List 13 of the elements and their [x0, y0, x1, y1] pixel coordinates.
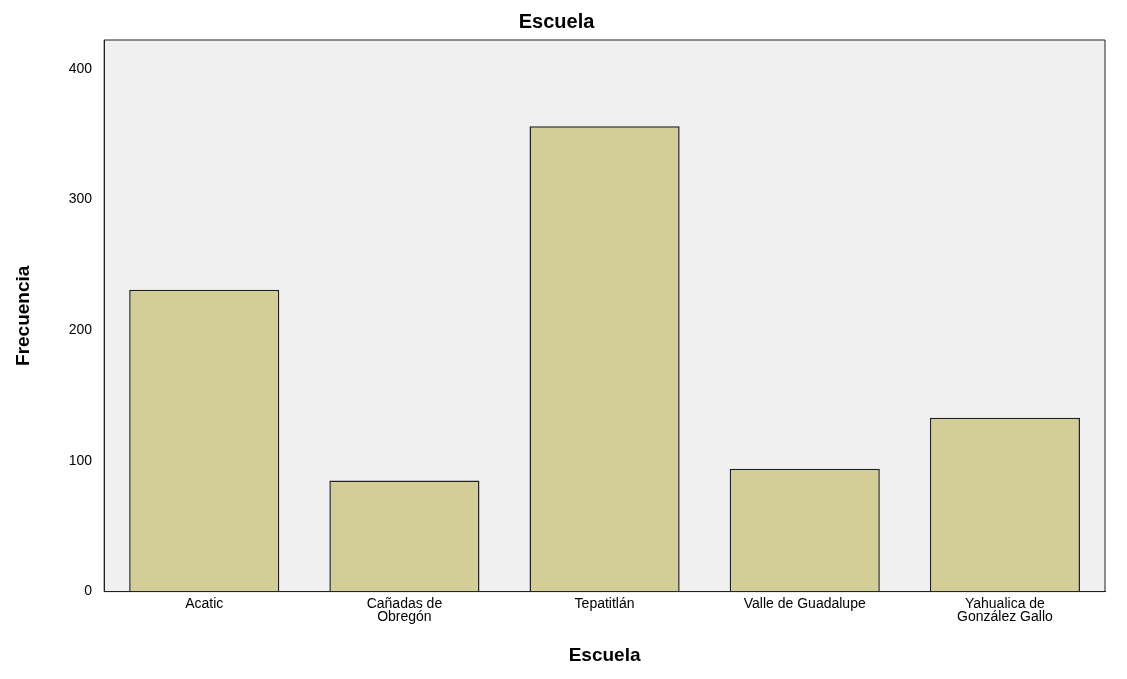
y-tick-label: 100 — [68, 451, 93, 468]
y-tick-label: 0 — [84, 582, 93, 599]
y-tick-label: 300 — [68, 190, 93, 207]
y-tick-label: 400 — [68, 59, 93, 76]
chart-title: Escuela — [518, 9, 596, 32]
x-tick-label: Yahualica de González Gallo — [957, 595, 1053, 625]
y-tick-label: 200 — [68, 321, 93, 338]
y-axis-title: Frecuencia — [11, 265, 33, 366]
x-tick-label: Cañadas de Obregón — [366, 595, 443, 625]
x-tick-label: Acatic — [185, 595, 224, 612]
x-tick-label: Tepatitlán — [574, 595, 635, 612]
x-axis-title: Escuela — [568, 643, 641, 665]
x-tick-label: Valle de Guadalupe — [743, 595, 866, 612]
